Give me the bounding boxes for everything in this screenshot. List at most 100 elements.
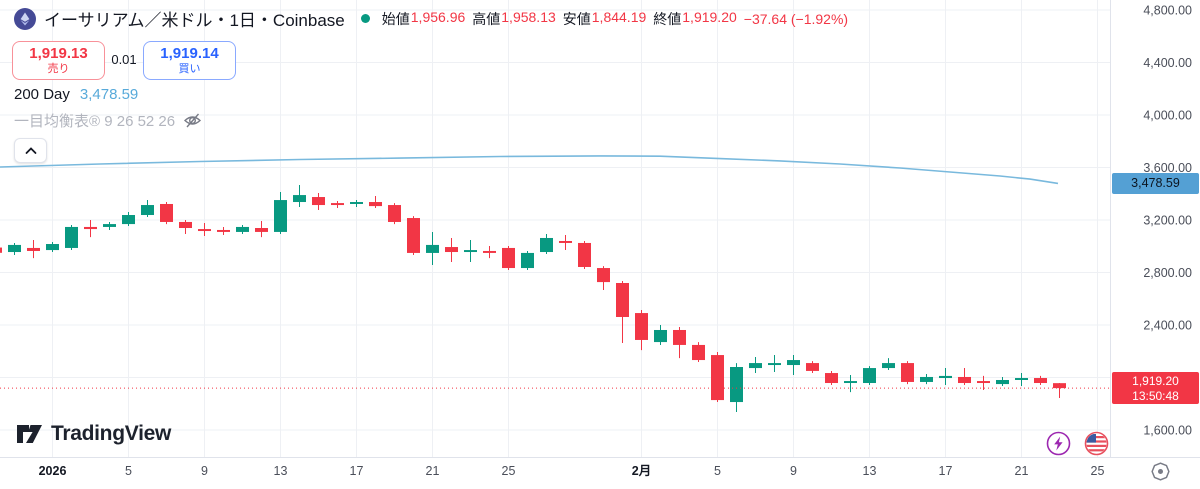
price-tick-label[interactable]: 2,800.00 <box>1143 266 1192 280</box>
candle-body <box>787 360 800 366</box>
ma200-line[interactable] <box>0 155 1059 185</box>
price-tick-label[interactable]: 1,600.00 <box>1143 424 1192 438</box>
spread-value: 0.01 <box>111 52 137 67</box>
candle-body <box>217 229 230 232</box>
candle-body <box>825 373 838 384</box>
time-tick-label[interactable]: 25 <box>502 464 516 478</box>
tradingview-logo[interactable]: TradingView <box>16 422 171 446</box>
candle-body <box>179 221 192 229</box>
candle-body <box>0 247 2 253</box>
candle-body <box>27 247 40 251</box>
ichimoku-indicator-legend[interactable]: 一目均衡表® 9 26 52 26 <box>14 110 202 131</box>
time-tick-label[interactable]: 17 <box>350 464 364 478</box>
last-price-axis-label: 1,919.20 13:50:48 <box>1112 372 1199 405</box>
ma-indicator-value: 3,478.59 <box>79 86 139 103</box>
price-tick-label[interactable]: 3,600.00 <box>1143 161 1192 175</box>
candle-body <box>844 381 857 384</box>
candle-body <box>198 229 211 232</box>
candle-body <box>312 197 325 206</box>
last-price-value: 1,919.20 <box>1132 374 1179 389</box>
gear-icon[interactable] <box>1149 460 1172 483</box>
candle-body <box>426 244 439 253</box>
time-tick-label[interactable]: 5 <box>125 464 132 478</box>
candle-body <box>901 363 914 382</box>
us-flag-icon[interactable] <box>1084 431 1109 456</box>
time-tick-label[interactable]: 2026 <box>39 464 67 478</box>
buy-label: 買い <box>178 62 201 75</box>
chevron-up-icon <box>25 146 36 154</box>
sell-button[interactable]: 1,919.13 売り <box>12 41 105 80</box>
candle-body <box>996 379 1009 385</box>
candle-body <box>141 205 154 216</box>
open-value: 1,956.96 <box>410 8 466 25</box>
time-tick-label[interactable]: 9 <box>201 464 208 478</box>
ichimoku-indicator-name: 一目均衡表® 9 26 52 26 <box>14 113 176 130</box>
candle-body <box>236 226 249 232</box>
candle-body <box>977 381 990 384</box>
candle-body <box>749 363 762 369</box>
ma-indicator-legend[interactable]: 200 Day 3,478.59 <box>14 86 138 103</box>
time-tick-label[interactable]: 9 <box>790 464 797 478</box>
tradingview-logo-text: TradingView <box>51 422 172 445</box>
candle-body <box>559 241 572 243</box>
candle-body <box>1053 383 1066 389</box>
candle-body <box>502 247 515 269</box>
price-tick-label[interactable]: 2,400.00 <box>1143 319 1192 333</box>
sell-price: 1,919.13 <box>29 45 88 63</box>
time-tick-label[interactable]: 13 <box>863 464 877 478</box>
time-tick-label[interactable]: 25 <box>1091 464 1105 478</box>
buy-price: 1,919.14 <box>160 45 219 63</box>
candle-body <box>8 244 21 253</box>
candle-body <box>654 329 667 343</box>
buy-button[interactable]: 1,919.14 買い <box>143 41 236 80</box>
candle-body <box>540 237 553 253</box>
candle-body <box>46 244 59 251</box>
time-tick-label[interactable]: 5 <box>714 464 721 478</box>
candle-body <box>958 376 971 384</box>
candle-body <box>578 242 591 267</box>
candle-body <box>730 367 743 403</box>
time-tick-label[interactable]: 21 <box>426 464 440 478</box>
time-tick-label[interactable]: 13 <box>274 464 288 478</box>
close-label: 終値 <box>653 10 682 27</box>
close-value: 1,919.20 <box>682 8 737 25</box>
symbol-title[interactable]: イーサリアム／米ドル・1日・Coinbase <box>44 11 345 30</box>
candle-body <box>1034 378 1047 384</box>
price-tick-label[interactable]: 4,800.00 <box>1143 4 1192 18</box>
candle-body <box>350 202 363 204</box>
time-tick-label[interactable]: 17 <box>939 464 953 478</box>
market-status-dot[interactable] <box>360 14 370 23</box>
candle-body <box>597 268 610 283</box>
candle-body <box>673 329 686 345</box>
lightning-icon[interactable] <box>1046 431 1071 456</box>
low-value: 1,844.19 <box>591 8 647 25</box>
candle-body <box>255 228 268 232</box>
time-tick-label[interactable]: 2月 <box>632 464 651 478</box>
time-tick-label[interactable]: 21 <box>1015 464 1029 478</box>
candle-body <box>160 203 173 222</box>
bar-countdown: 13:50:48 <box>1132 389 1179 404</box>
symbol-legend: イーサリアム／米ドル・1日・Coinbase 始値 1,956.96 高値 1,95… <box>14 6 848 31</box>
change-value: −37.64 (−1.92%) <box>743 10 849 27</box>
collapse-legend-button[interactable] <box>14 138 47 163</box>
candle-body <box>711 355 724 401</box>
candle-body <box>939 375 952 379</box>
price-tick-label[interactable]: 4,400.00 <box>1143 56 1192 70</box>
high-value: 1,958.13 <box>501 8 556 25</box>
candle-body <box>274 200 287 232</box>
candle-body <box>445 247 458 253</box>
visibility-off-icon[interactable] <box>183 111 202 130</box>
trade-panel: 1,919.13 売り 0.01 1,919.14 買い <box>12 41 236 80</box>
candle-body <box>388 205 401 222</box>
candle-body <box>635 313 648 340</box>
candle-body <box>920 376 933 382</box>
sell-label: 売り <box>47 62 70 75</box>
low-label: 安値 <box>562 10 591 27</box>
candle-body <box>616 283 629 317</box>
price-tick-label[interactable]: 3,200.00 <box>1143 214 1192 228</box>
price-tick-label[interactable]: 4,000.00 <box>1143 109 1192 123</box>
candle-body <box>293 195 306 203</box>
candle-body <box>464 250 477 253</box>
candle-body <box>863 368 876 384</box>
